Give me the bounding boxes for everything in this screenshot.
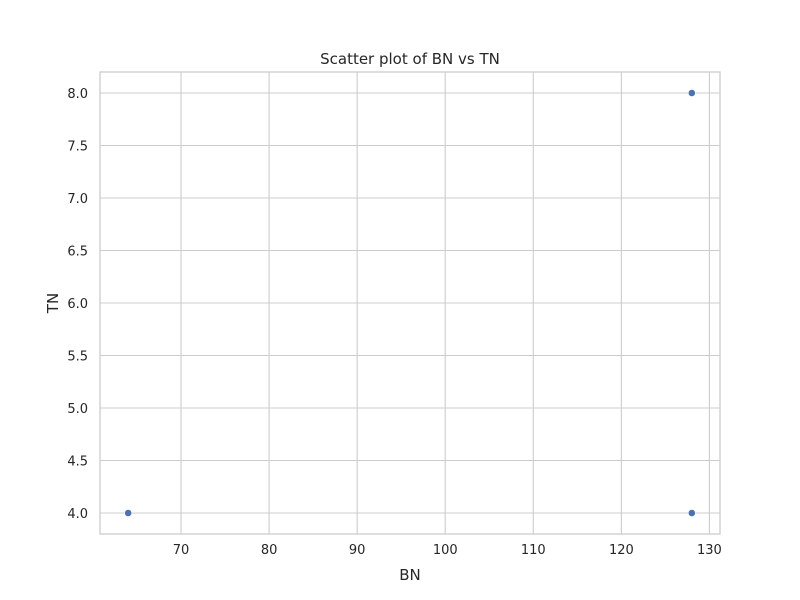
- y-tick-label: 7.0: [67, 192, 88, 207]
- x-ticks: 70 80 90 100 110 120 130: [173, 543, 722, 558]
- y-tick-label: 6.0: [67, 297, 88, 312]
- x-tick-label: 100: [433, 543, 458, 558]
- y-tick-label: 7.5: [67, 140, 88, 155]
- x-tick-label: 130: [697, 543, 722, 558]
- y-tick-label: 4.0: [67, 507, 88, 522]
- y-tick-label: 5.5: [67, 350, 88, 365]
- x-tick-label: 70: [173, 543, 190, 558]
- data-points: [124, 89, 696, 517]
- x-tick-label: 110: [521, 543, 546, 558]
- y-tick-label: 6.5: [67, 245, 88, 260]
- chart-title: Scatter plot of BN vs TN: [320, 50, 500, 68]
- x-axis-label: BN: [399, 566, 421, 584]
- scatter-point: [687, 89, 696, 97]
- y-tick-label: 4.5: [67, 455, 88, 470]
- y-tick-label: 5.0: [67, 402, 88, 417]
- y-axis-label: TN: [44, 293, 62, 314]
- grid: [100, 72, 720, 534]
- scatter-point: [124, 509, 133, 517]
- y-tick-label: 8.0: [67, 87, 88, 102]
- y-ticks: 4.0 4.5 5.0 5.5 6.0 6.5 7.0 7.5 8.0: [67, 87, 88, 522]
- plot-frame: [99, 71, 721, 535]
- x-tick-label: 120: [609, 543, 634, 558]
- scatter-point: [687, 509, 696, 517]
- x-tick-label: 80: [261, 543, 278, 558]
- x-tick-label: 90: [349, 543, 366, 558]
